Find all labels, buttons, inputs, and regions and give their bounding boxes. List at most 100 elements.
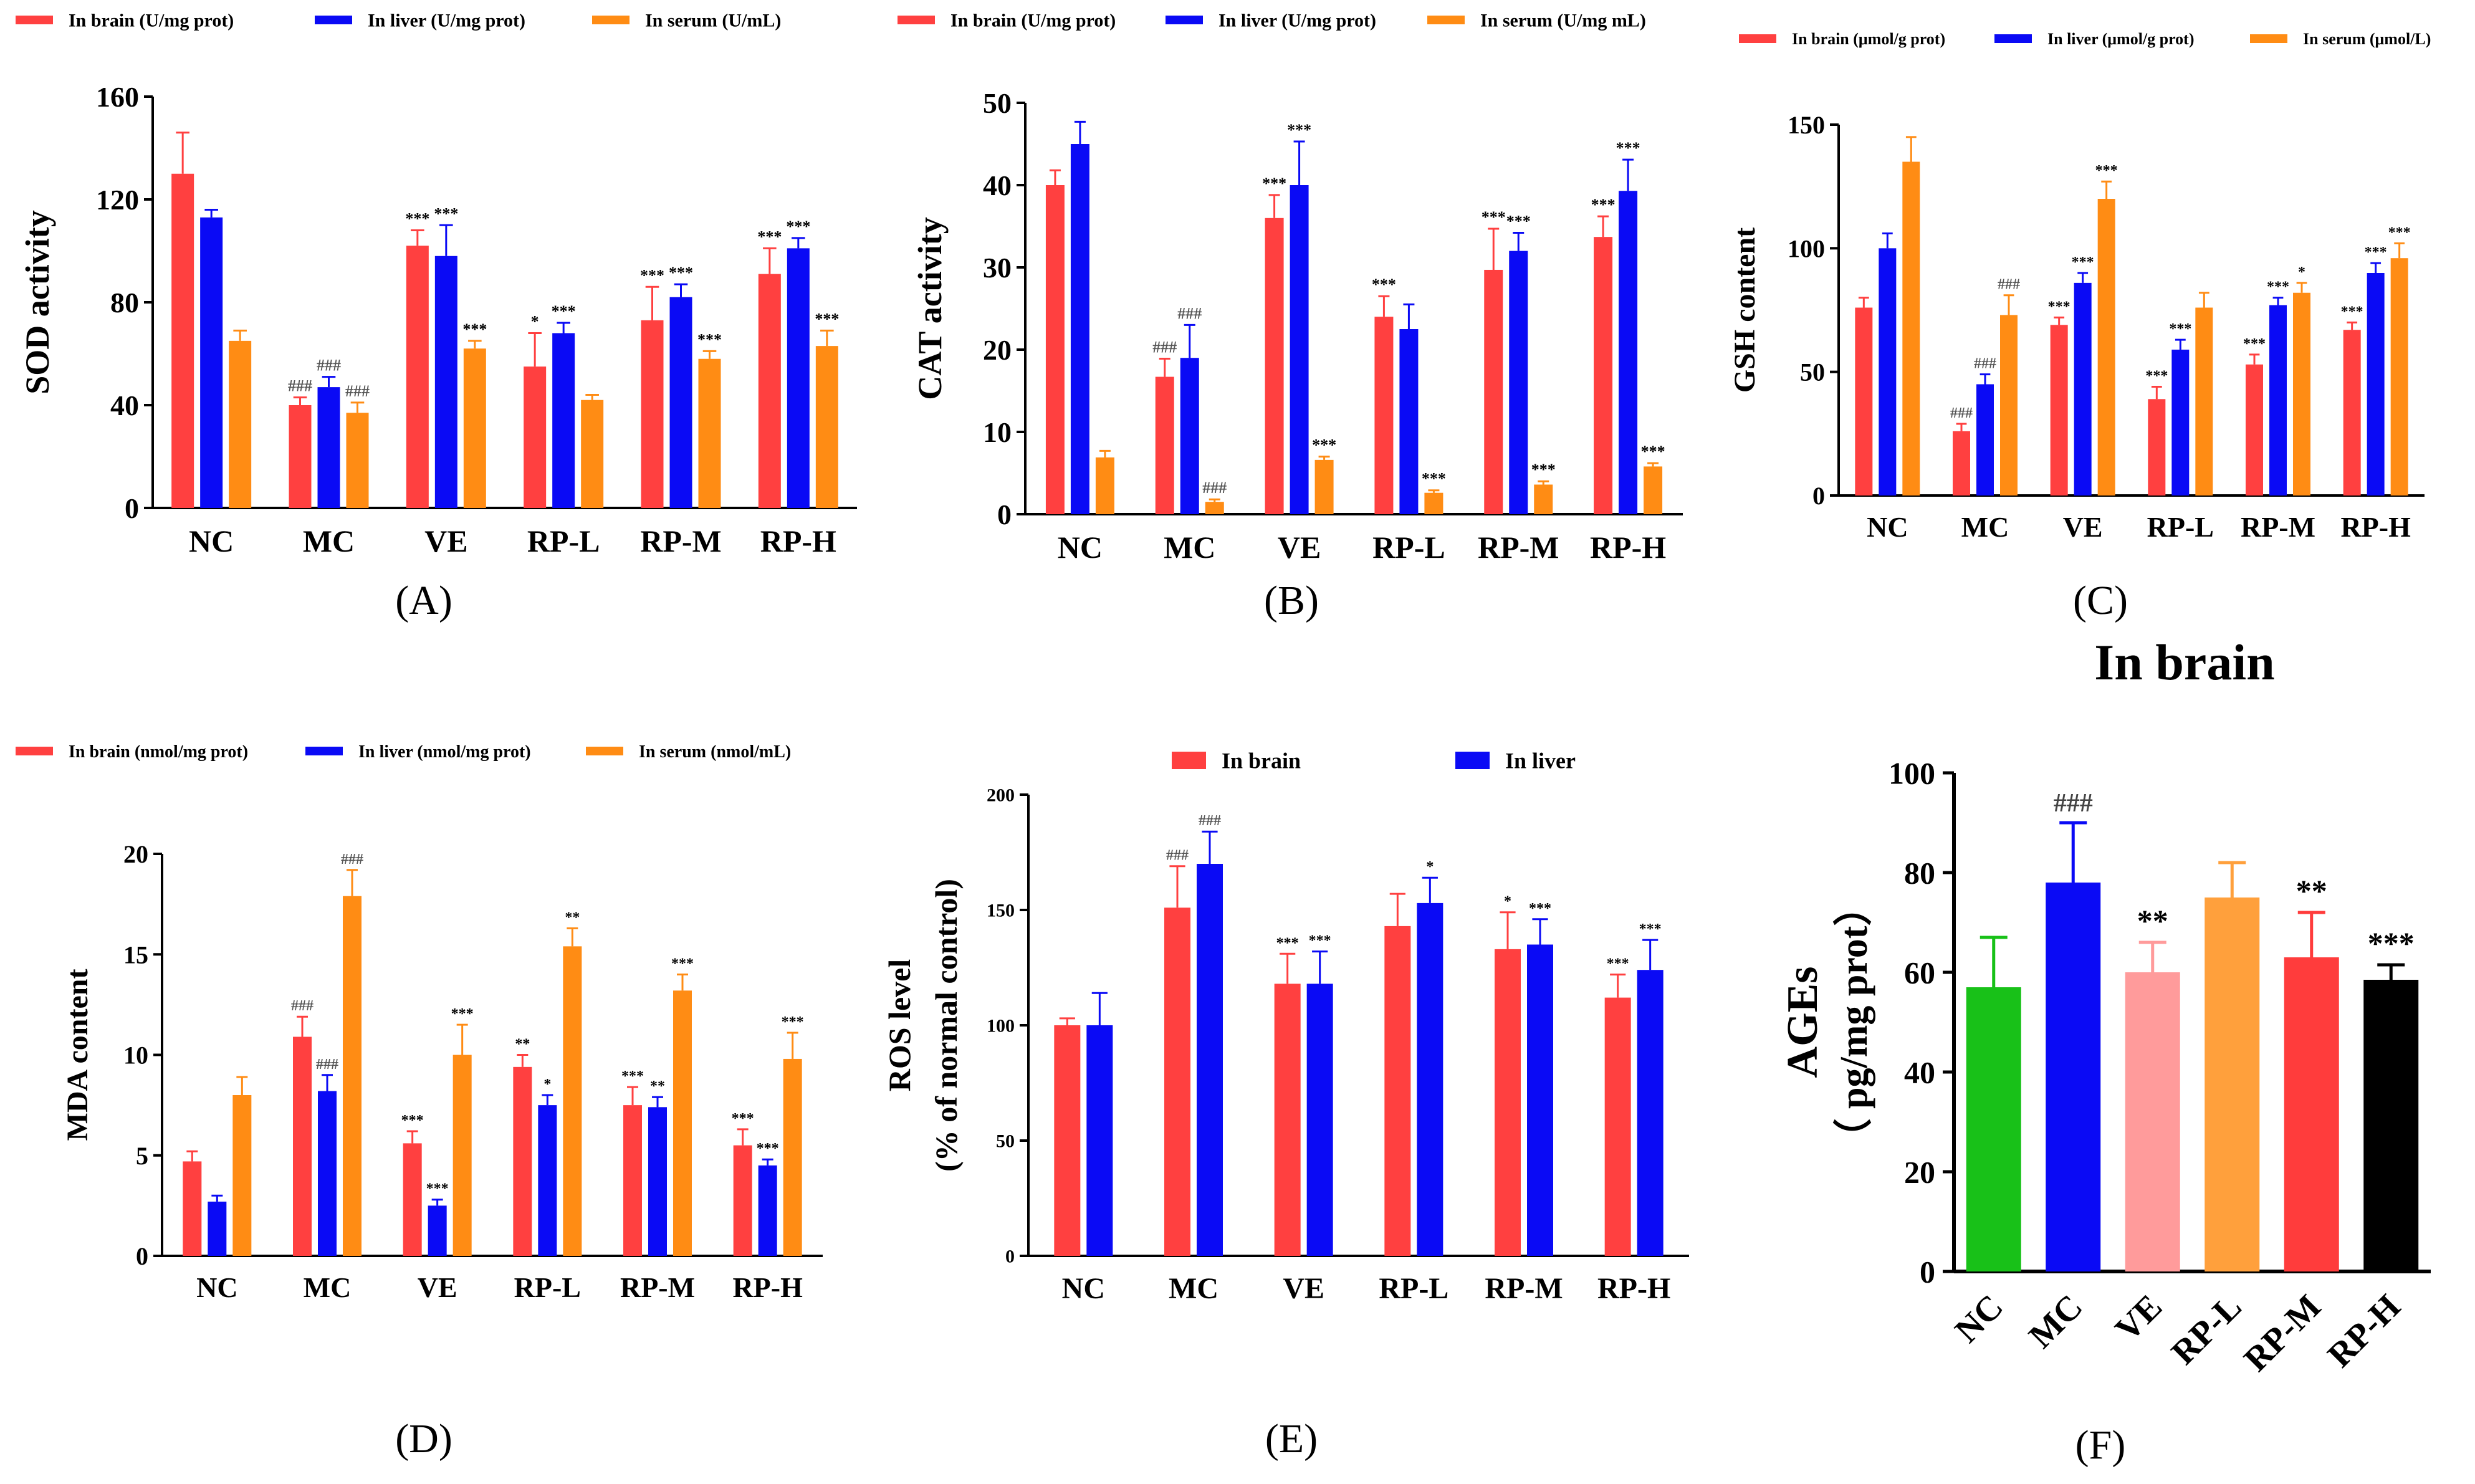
bar (1180, 358, 1199, 514)
significance-label: *** (1639, 921, 1662, 937)
bar (787, 248, 810, 508)
significance-label: ### (316, 1056, 338, 1073)
panel-e: In brain In liver 0 50 100 150 200 ROS level (% … (882, 749, 1689, 1462)
bar (200, 217, 223, 508)
bar (1314, 459, 1334, 514)
chart-title: In brain (2094, 634, 2274, 691)
bar (2343, 330, 2361, 495)
category-label: RP-L (2147, 511, 2214, 543)
panel-f: In brain 0 20 40 60 80 100 AGEs （ pg/mg prot） NC #… (1779, 634, 2431, 1468)
bar (1095, 457, 1114, 514)
significance-label: *** (2388, 224, 2411, 241)
significance-label: ### (1199, 813, 1221, 829)
significance-label: *** (621, 1068, 644, 1084)
significance-label: *** (1482, 208, 1506, 226)
significance-label: *** (426, 1181, 449, 1197)
bar (1054, 1025, 1081, 1256)
bar (2205, 898, 2260, 1271)
y-axis-title: MDA content (61, 969, 94, 1141)
significance-label: *** (1309, 933, 1331, 949)
significance-label: *** (2072, 254, 2094, 270)
y-tick-label: 0 (1812, 482, 1825, 510)
significance-label: *** (1591, 196, 1616, 214)
bar (815, 346, 838, 508)
bar (293, 1036, 312, 1256)
category-label: RP-M (1478, 530, 1559, 565)
y-tick-label: 10 (983, 416, 1012, 448)
legend-swatch (1455, 752, 1490, 769)
bar (1879, 248, 1897, 495)
bar (1902, 161, 1920, 495)
category-label: RP-M (1485, 1272, 1563, 1305)
significance-label: * (1426, 859, 1434, 875)
y-tick-label: 50 (1800, 358, 1825, 386)
bar (2246, 364, 2263, 495)
significance-label: *** (2095, 163, 2118, 179)
significance-label: *** (1607, 956, 1629, 972)
legend-label: In liver (nmol/mg prot) (358, 742, 531, 762)
bar (2000, 315, 2018, 495)
bar (1644, 466, 1663, 514)
bar (343, 896, 361, 1256)
legend-label: In brain (nmol/mg prot) (69, 742, 248, 762)
y-axis-subtitle: （ pg/mg prot） (1832, 888, 1875, 1157)
significance-label: *** (757, 1141, 779, 1157)
y-tick-label: 100 (987, 1016, 1015, 1036)
y-axis-title: AGEs (1779, 967, 1827, 1078)
y-tick-label: 80 (110, 287, 139, 318)
significance-label: *** (1276, 935, 1299, 951)
bar (317, 387, 340, 508)
y-tick-label: 50 (983, 87, 1012, 119)
bar (1205, 502, 1224, 514)
category-label: RP-M (640, 524, 722, 558)
significance-label: *** (2365, 244, 2387, 261)
significance-label: *** (815, 310, 839, 328)
panel-label: (F) (2075, 1422, 2126, 1468)
significance-label: *** (1531, 461, 1556, 479)
significance-label: *** (401, 1113, 424, 1129)
bar (1966, 987, 2021, 1271)
significance-label: *** (1262, 175, 1286, 193)
y-tick-label: 30 (983, 252, 1012, 284)
bar (698, 358, 721, 508)
significance-label: * (1504, 894, 1511, 910)
legend-label: In serum (U/mL) (645, 11, 781, 31)
bar (346, 413, 369, 508)
panel-d: In brain (nmol/mg prot) In liver (nmol/mg… (16, 742, 823, 1462)
legend-swatch (16, 16, 53, 24)
category-label: NC (196, 1271, 237, 1303)
y-axis-title: SOD activity (19, 210, 56, 394)
category-label: MC (304, 1271, 352, 1303)
significance-label: *** (2368, 926, 2415, 960)
significance-label: *** (640, 266, 664, 284)
significance-label: *** (2341, 304, 2363, 320)
significance-label: ** (565, 909, 580, 926)
legend-label: In brain (1222, 749, 1301, 773)
y-tick-label: 120 (96, 184, 139, 216)
y-tick-label: 150 (987, 901, 1015, 921)
significance-label: *** (405, 210, 429, 228)
category-label: RP-L (514, 1271, 581, 1303)
bar (1594, 237, 1613, 514)
legend-swatch (2250, 34, 2287, 43)
category-label: VE (2063, 511, 2103, 543)
bar (1976, 384, 1994, 495)
y-tick-label: 60 (1904, 955, 1935, 990)
legend-swatch (1739, 34, 1776, 43)
legend-label: In brain (U/mg prot) (950, 11, 1116, 31)
significance-label: ### (1177, 304, 1202, 322)
significance-label: *** (552, 302, 576, 320)
significance-label: *** (2243, 336, 2266, 352)
bar (2363, 980, 2419, 1271)
significance-label: *** (2267, 279, 2289, 295)
category-label: MC (1961, 511, 2009, 543)
significance-label: *** (786, 218, 810, 236)
significance-label: *** (1287, 121, 1311, 139)
bar (1197, 864, 1223, 1256)
significance-label: *** (2169, 321, 2191, 337)
panel-b: In brain (U/mg prot) In liver (U/mg prot)… (898, 11, 1683, 623)
bar (1509, 251, 1528, 514)
category-label: RP-M (2241, 511, 2315, 543)
bar (208, 1201, 227, 1256)
